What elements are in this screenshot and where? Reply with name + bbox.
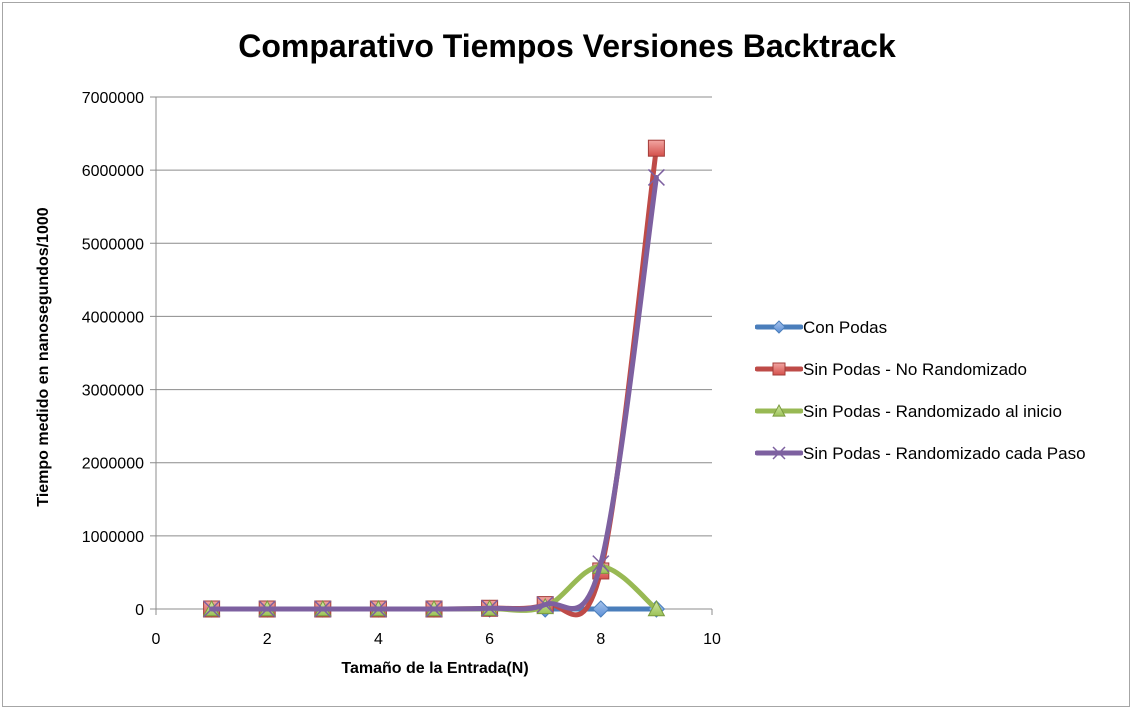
y-tick-label: 4000000 [82,309,144,326]
data-point [258,600,276,618]
y-tick-label: 3000000 [82,383,144,400]
series-line [209,174,659,612]
legend-label: Sin Podas - No Randomizado [803,360,1027,379]
legend-swatch [755,320,803,334]
data-point [647,168,665,186]
data-point [772,403,786,417]
legend-swatch [755,362,803,376]
y-tick-label: 1000000 [82,529,144,546]
x-tick-label: 2 [263,631,272,648]
series-2 [203,139,665,618]
legend-swatch [755,446,803,460]
legend-label: Con Podas [803,318,888,337]
data-point [425,600,443,618]
x-tick-label: 0 [152,631,161,648]
data-point [481,599,499,617]
data-point [647,599,666,617]
legend-swatch [755,403,803,417]
x-tick-label: 4 [374,631,383,648]
data-point [203,600,221,618]
x-axis-label: Tamaño de la Entrada(N) [341,660,529,677]
series-4 [203,168,665,618]
data-point [592,600,610,618]
x-tick-label: 6 [485,631,494,648]
data-point [369,600,387,618]
y-tick-label: 7000000 [82,90,144,107]
data-point [536,596,554,614]
data-point [314,600,332,618]
data-point [772,362,786,376]
data-point [772,446,786,460]
y-tick-label: 2000000 [82,456,144,473]
data-point [647,139,665,157]
y-tick-label: 0 [135,602,144,619]
data-point [772,320,786,334]
y-tick-label: 6000000 [82,163,144,180]
y-tick-label: 5000000 [82,236,144,253]
x-tick-label: 10 [703,631,721,648]
legend-label: Sin Podas - Randomizado al inicio [803,402,1062,421]
data-point [592,555,610,573]
x-tick-label: 8 [596,631,605,648]
legend-label: Sin Podas - Randomizado cada Paso [803,444,1086,463]
series-line [209,145,659,618]
chart-title: Comparativo Tiempos Versiones Backtrack [238,28,896,64]
